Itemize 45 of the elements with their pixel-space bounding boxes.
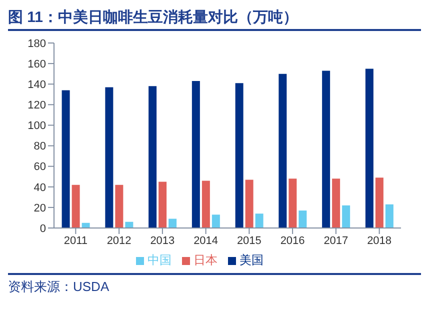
bar [322, 70, 330, 228]
y-tick-label: 80 [34, 140, 46, 153]
bar [202, 180, 210, 228]
x-tick-label: 2017 [324, 234, 348, 247]
y-tick-label: 160 [28, 58, 46, 70]
x-tick-label: 2012 [106, 234, 132, 247]
bar [385, 204, 394, 228]
bar [148, 86, 157, 228]
bar [192, 81, 200, 228]
legend-label: 日本 [194, 253, 218, 267]
legend-label: 中国 [148, 253, 172, 267]
y-tick-label: 60 [34, 161, 46, 174]
x-tick-label: 2011 [64, 234, 88, 247]
y-tick-label: 20 [34, 202, 46, 214]
bar [278, 74, 287, 228]
bar [105, 87, 114, 228]
bar [212, 214, 220, 228]
chart-title: 图 11：中美日咖啡生豆消耗量对比（万吨） [8, 8, 421, 31]
bar [235, 83, 244, 228]
bar [255, 214, 264, 228]
bar [168, 218, 177, 228]
y-tick-label: 40 [34, 182, 46, 194]
x-tick-label: 2013 [150, 234, 175, 247]
bar [288, 178, 297, 228]
bar [245, 180, 254, 228]
bar [158, 182, 167, 228]
y-tick-label: 140 [28, 79, 46, 92]
bar [375, 178, 384, 228]
x-tick-label: 2016 [280, 234, 305, 247]
text: 资料来源：USDA [8, 278, 110, 296]
x-tick-label: 2018 [367, 234, 392, 247]
bar [72, 184, 80, 228]
x-tick-label: 2014 [194, 234, 218, 247]
bar [115, 184, 124, 228]
bar [62, 90, 70, 228]
y-tick-label: 100 [28, 120, 46, 132]
y-tick-label: 0 [40, 222, 46, 235]
bar [332, 178, 340, 228]
y-tick-label: 120 [28, 100, 46, 112]
y-tick-label: 180 [28, 38, 46, 50]
bar [298, 210, 307, 228]
x-tick-label: 2015 [236, 234, 262, 247]
legend-label: 美国 [240, 253, 264, 267]
bar [365, 68, 374, 228]
bar [342, 205, 350, 228]
